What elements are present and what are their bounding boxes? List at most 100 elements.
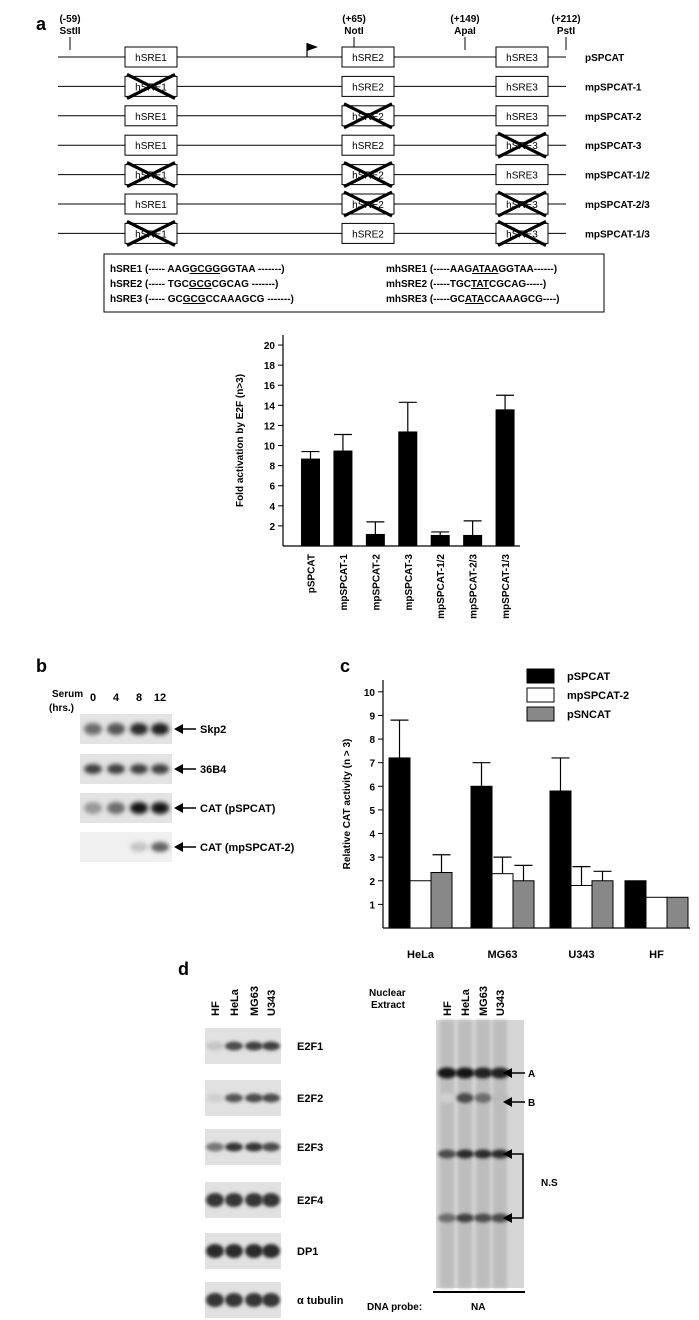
band-b-label: B [528,1098,535,1109]
panel-label-c: c [340,656,350,676]
x-tick-label: mpSPCAT-2 [371,554,382,611]
blot-row-label: 36B4 [200,764,227,776]
blot-band [225,1244,243,1258]
sre-box [124,193,178,215]
blot-band [107,723,125,735]
blot-band [474,1093,492,1103]
nuclear-extract-label-1: Nuclear [369,988,406,999]
sequence-line: hSRE2 (----- TGCGCGCGCAG -------) [110,279,278,290]
mutation-cross-icon [343,102,393,130]
bar [398,431,418,546]
mutation-cross-icon [126,161,176,189]
mutation-cross-icon [497,190,547,218]
sre-box-label: hSRE2 [352,82,384,93]
sequence-post: GGTAA------) [498,264,557,275]
bar-pSPCAT [624,880,647,929]
y-tick-label: 3 [369,853,375,864]
sre-box-label: hSRE2 [352,53,384,64]
sre-box-label: hSRE1 [135,53,167,64]
sre-box [495,164,549,186]
blot-band [225,1193,243,1207]
y-tick-label: 8 [369,735,375,746]
y-tick-label: 1 [369,900,375,911]
cell-line-label: HeLa [229,988,241,1016]
sequence-name: hSRE1 [110,264,143,275]
sequence-post: GGTAA -------) [220,264,284,275]
legend-label: pSNCAT [567,709,611,721]
x-tick-label: mpSPCAT-3 [404,554,415,611]
restriction-site-1: NotI [344,26,364,37]
blot-band [245,1193,263,1207]
blot-band [490,1067,510,1079]
blot-band [473,1067,493,1079]
sre-box-label: hSRE3 [506,171,538,182]
sequence-post: CGCAG-----) [489,279,546,290]
x-tick-label: HeLa [407,949,435,961]
sequence-core: TAT [471,279,489,290]
ns-label: N.S [541,1178,558,1189]
sre-box-label: hSRE2 [352,141,384,152]
sre-box-label: hSRE3 [506,112,538,123]
blot-band [130,802,148,814]
blot-row-label: CAT (pSPCAT) [200,803,276,815]
blot-band [456,1093,474,1103]
blot-band [206,1193,224,1207]
bar-pSPCAT [549,790,572,929]
sequence-line: mhSRE1 (-----AAGATAAGGTAA------) [386,264,557,275]
legend-swatch [526,706,555,722]
mutation-cross-icon [497,131,547,159]
blot-band [151,842,169,852]
bar [495,409,515,546]
x-tick-label: U343 [568,949,594,961]
blot-band [245,1244,263,1258]
sequence-list: hSRE1 (----- AAGGCGGGGTAA -------) hSRE2 … [110,264,560,305]
dna-probe-label: DNA probe: [367,1302,422,1313]
hours-label: (hrs.) [49,703,74,714]
bar [463,534,483,546]
blot-band [130,764,148,774]
sre-box [341,134,395,156]
arrow-icon [503,1213,512,1223]
blot-band [225,1293,243,1307]
mutation-cross-icon [343,190,393,218]
blot-band [206,1093,224,1103]
construct-name: mpSPCAT-1/3 [585,229,650,240]
blot-band [262,1244,280,1258]
sequence-post: CCAAAGCG----) [484,294,560,305]
blot-band [438,1093,456,1103]
y-tick-label: 8 [269,462,275,473]
y-tick-label: 16 [264,381,276,392]
cell-line-label: HF [210,1001,222,1016]
mutation-cross-icon [126,72,176,100]
time-label: 12 [154,692,166,704]
cell-line-label: MG63 [249,986,261,1016]
sre-box [124,46,178,68]
mutation-cross-icon [126,219,176,247]
restriction-site-3: PstI [557,26,576,37]
x-tick-label: mpSPCAT-1/2 [436,554,447,619]
sre-box [341,46,395,68]
blot-band [456,1213,474,1223]
sequence-pre: (----- TGC [142,279,189,290]
bar-mpSPCAT-2 [491,873,514,929]
bar-mpSPCAT-2 [570,884,593,929]
sequence-pre: (-----TGC [427,279,471,290]
y-tick-label: 6 [369,782,375,793]
sequence-core: GCG [183,294,206,305]
construct-name: pSPCAT [585,53,624,64]
bar-pSNCAT [512,880,535,929]
arrow-icon [503,1068,512,1078]
arrow-icon [503,1149,512,1159]
x-tick-label: MG63 [488,949,518,961]
blot-band [491,1213,509,1223]
blot-band [491,1093,509,1103]
construct-name: mpSPCAT-2/3 [585,200,650,211]
sre-box [341,75,395,97]
blot-row-label: CAT (mpSPCAT-2) [200,842,295,854]
sre-box [124,105,178,127]
mutation-cross-icon [343,161,393,189]
bar-pSNCAT [591,880,614,929]
sequence-pre: (-----AAG [427,264,472,275]
sequence-post: CCAAAGCG -------) [206,294,294,305]
